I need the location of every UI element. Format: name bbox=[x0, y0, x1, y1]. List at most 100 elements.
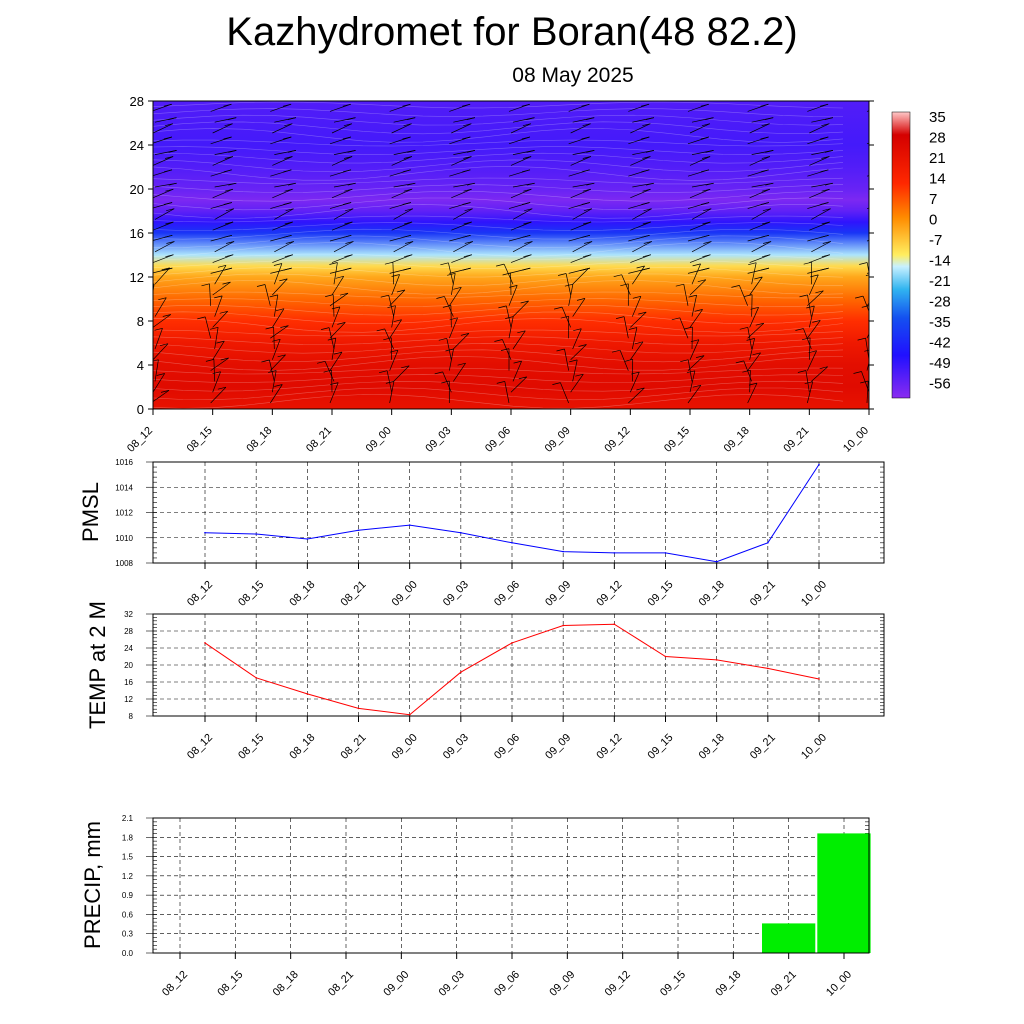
wind-barb bbox=[572, 268, 589, 285]
isotherm-line bbox=[153, 228, 844, 240]
wind-barb-feather bbox=[703, 241, 712, 244]
wind-barb-feather bbox=[760, 202, 769, 205]
wind-barb bbox=[805, 370, 810, 393]
wind-barb bbox=[272, 308, 285, 328]
wind-barb-feather bbox=[331, 306, 340, 310]
wind-barb-feather bbox=[347, 182, 356, 186]
wind-barb-feather bbox=[799, 294, 808, 298]
isotherm-line bbox=[153, 190, 844, 202]
wind-barb bbox=[807, 320, 821, 339]
wind-barb bbox=[809, 123, 830, 134]
wind-barb bbox=[739, 285, 748, 306]
panel4-xtick-label: 09_21 bbox=[769, 969, 799, 999]
panel3-data-point bbox=[357, 707, 360, 710]
heatmap-xtick-label: 09_18 bbox=[722, 425, 752, 455]
wind-barb bbox=[264, 284, 271, 306]
wind-barb-feather bbox=[624, 359, 633, 362]
panel2-ytick-label: 1008 bbox=[115, 559, 133, 568]
wind-barb bbox=[683, 284, 689, 306]
panel2-ytick-label: 1014 bbox=[115, 483, 133, 492]
wind-barb-feather bbox=[746, 338, 755, 341]
wind-barb bbox=[866, 240, 869, 242]
wind-barb bbox=[749, 370, 751, 393]
wind-barb-feather bbox=[804, 381, 813, 385]
panel3-data-point bbox=[408, 713, 411, 716]
wind-barb-feather bbox=[163, 169, 173, 173]
wind-barb bbox=[153, 156, 174, 166]
wind-barb bbox=[212, 371, 221, 393]
wind-barb-feather bbox=[523, 188, 532, 192]
wind-barb bbox=[270, 325, 289, 339]
wind-barb-feather bbox=[153, 359, 159, 362]
wind-barb bbox=[866, 142, 869, 145]
wind-barb-feather bbox=[223, 103, 232, 107]
wind-barb-feather bbox=[402, 103, 411, 107]
isotherm-line bbox=[153, 253, 844, 261]
wind-barb bbox=[572, 241, 593, 253]
panel2-xtick-label: 09_21 bbox=[748, 579, 778, 609]
wind-barb-feather bbox=[275, 308, 285, 312]
panel3-xtick-label: 09_06 bbox=[492, 732, 522, 762]
wind-barb-feather bbox=[521, 169, 531, 173]
wind-barb bbox=[868, 262, 869, 263]
wind-barb-feather bbox=[403, 188, 412, 192]
wind-barb bbox=[565, 273, 572, 296]
wind-barb-feather bbox=[256, 284, 266, 287]
wind-barb-feather bbox=[436, 296, 445, 299]
heatmap-ytick-label: 8 bbox=[137, 314, 144, 329]
wind-barb-feather bbox=[222, 281, 231, 285]
wind-barb-feather bbox=[583, 254, 592, 258]
panel4-xtick-label: 09_15 bbox=[658, 969, 688, 999]
wind-barb-feather bbox=[686, 370, 695, 374]
wind-barb bbox=[502, 339, 512, 360]
wind-barb-feather bbox=[160, 390, 170, 393]
wind-barb-feather bbox=[882, 242, 890, 244]
wind-barb-feather bbox=[671, 317, 680, 321]
wind-barb bbox=[749, 276, 763, 296]
wind-barb bbox=[866, 207, 869, 209]
panel2-ylabel: PMSL bbox=[78, 482, 103, 542]
wind-barb-feather bbox=[225, 221, 234, 225]
wind-barb bbox=[809, 274, 819, 296]
wind-barb-feather bbox=[219, 310, 228, 314]
wind-barb-feather bbox=[347, 117, 356, 120]
wind-barb-feather bbox=[703, 208, 712, 212]
wind-barb-feather bbox=[864, 349, 869, 352]
wind-barb-feather bbox=[513, 360, 522, 364]
wind-barb-feather bbox=[702, 156, 711, 159]
wind-barb bbox=[632, 241, 652, 253]
wind-barb-feather bbox=[393, 319, 402, 323]
wind-barb-feather bbox=[162, 314, 171, 317]
panel3-xtick-label: 08_12 bbox=[185, 732, 215, 762]
wind-barb-feather bbox=[522, 267, 531, 271]
wind-barb-feather bbox=[453, 286, 462, 290]
panel2-data-point bbox=[460, 531, 462, 534]
wind-barb bbox=[510, 188, 532, 199]
wind-barb-feather bbox=[820, 169, 829, 173]
wind-barb-feather bbox=[582, 156, 591, 159]
wind-barb bbox=[630, 341, 644, 361]
isotherm-line bbox=[153, 336, 844, 345]
wind-barb-feather bbox=[578, 344, 587, 347]
isotherm-line bbox=[153, 349, 844, 363]
wind-barb bbox=[866, 272, 869, 274]
wind-barb-feather bbox=[641, 202, 650, 205]
panel4-ytick-label: 1.8 bbox=[122, 833, 134, 842]
wind-barb bbox=[871, 183, 893, 187]
heatmap-ytick-label: 20 bbox=[130, 182, 144, 197]
wind-barb-feather bbox=[224, 156, 233, 159]
wind-barb bbox=[449, 317, 458, 339]
panel2-ytick-label: 1010 bbox=[115, 534, 133, 543]
wind-barb-feather bbox=[333, 351, 343, 355]
wind-barb-feather bbox=[760, 136, 769, 140]
wind-barb-feather bbox=[441, 380, 450, 384]
wind-barb bbox=[444, 296, 454, 317]
wind-barb-feather bbox=[821, 123, 830, 127]
wind-barb-feather bbox=[865, 274, 869, 276]
wind-barb bbox=[572, 208, 593, 220]
wind-barb-feather bbox=[628, 327, 637, 330]
wind-barb bbox=[212, 281, 231, 296]
wind-barb-feather bbox=[462, 136, 471, 140]
panel2-xtick-label: 09_06 bbox=[492, 579, 522, 609]
wind-barb-feather bbox=[434, 371, 443, 375]
